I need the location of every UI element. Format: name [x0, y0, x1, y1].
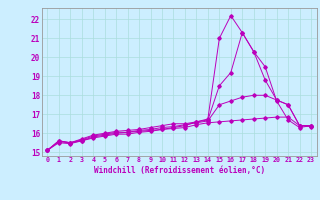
X-axis label: Windchill (Refroidissement éolien,°C): Windchill (Refroidissement éolien,°C) [94, 166, 265, 175]
